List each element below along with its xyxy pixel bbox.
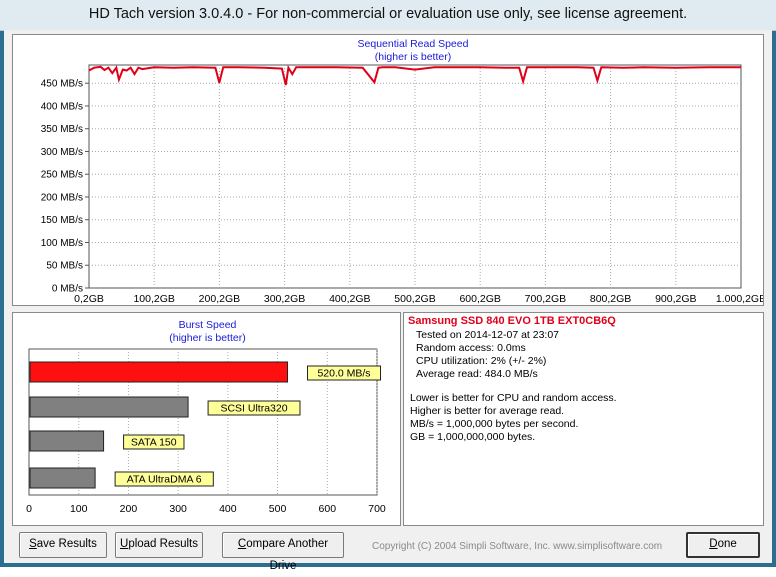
note-mbs-definition: MB/s = 1,000,000 bytes per second. — [410, 418, 579, 430]
seq-y-tick-label: 200 MB/s — [41, 192, 83, 203]
seq-x-tick-label: 100,2GB — [133, 293, 174, 305]
burst-bar — [29, 467, 96, 489]
sequential-read-chart: 0,2GB 100,2GB 200,2GB 300,2GB 400,2GB 500,2GB… — [41, 64, 763, 305]
average-read: Average read: 484.0 MB/s — [416, 368, 538, 380]
burst-bar-label: 520.0 MB/s — [317, 368, 370, 380]
seq-x-tick-label: 1.000,2GB — [716, 293, 763, 305]
seq-y-tick-label: 0 MB/s — [52, 284, 83, 295]
save-results-button[interactable]: Save Results — [19, 532, 107, 558]
compare-another-drive-button[interactable]: Compare Another Drive — [222, 532, 344, 572]
client-area: Sequential Read Speed (higher is better)… — [4, 30, 772, 572]
window-title: HD Tach version 3.0.4.0 - For non-commer… — [88, 6, 688, 22]
save-results-label: ave Results — [36, 538, 97, 550]
done-label: one — [717, 538, 737, 550]
done-hotkey: D — [709, 538, 718, 550]
seq-x-tick-label: 300,2GB — [264, 293, 305, 305]
seq-y-tick-label: 350 MB/s — [41, 124, 83, 135]
burst-bar — [29, 396, 189, 418]
burst-bar-label-box — [114, 471, 214, 487]
seq-x-tick-label: 200,2GB — [199, 293, 240, 305]
burst-speed-panel: Burst Speed (higher is better) 0 100 200 30… — [12, 312, 401, 526]
burst-speed-chart: 0 100 200 300 400 500 600 700 520.0 MB/s SCSI Ult… — [26, 348, 386, 515]
upload-results-button[interactable]: Upload Results — [115, 532, 203, 558]
tested-on: Tested on 2014-12-07 at 23:07 — [416, 329, 560, 341]
note-gb-definition: GB = 1,000,000,000 bytes. — [410, 431, 536, 443]
seq-y-tick-label: 400 MB/s — [41, 101, 83, 112]
sequential-chart-subtitle: (higher is better) — [374, 51, 452, 63]
compare-drive-hotkey: C — [237, 538, 247, 550]
burst-x-tick-label: 400 — [219, 503, 237, 515]
burst-chart-title-block: Burst Speed (higher is better) — [13, 319, 402, 345]
seq-y-tick-label: 450 MB/s — [41, 79, 83, 90]
burst-bar — [29, 430, 105, 452]
burst-chart-title: Burst Speed — [178, 319, 237, 331]
burst-x-tick-label: 100 — [70, 503, 88, 515]
burst-x-tick-label: 500 — [269, 503, 287, 515]
seq-y-tick-label: 250 MB/s — [41, 170, 83, 181]
burst-x-tick-label: 300 — [169, 503, 187, 515]
note-higher-better: Higher is better for average read. — [410, 405, 565, 417]
done-button[interactable]: Done — [686, 532, 760, 558]
sequential-read-panel: Sequential Read Speed (higher is better)… — [12, 34, 764, 306]
seq-x-tick-label: 0,2GB — [74, 293, 104, 305]
burst-x-tick-label: 700 — [368, 503, 386, 515]
copyright-text: Copyright (C) 2004 Simpli Software, Inc.… — [372, 541, 663, 552]
upload-results-hotkey: U — [120, 538, 129, 550]
seq-read-line — [88, 64, 741, 86]
cpu-utilization: CPU utilization: 2% (+/- 2%) — [416, 355, 547, 367]
burst-chart-subtitle: (higher is better) — [169, 332, 246, 344]
burst-bar-label-box — [207, 400, 301, 416]
seq-y-tick-label: 150 MB/s — [41, 215, 83, 226]
burst-x-tick-label: 600 — [319, 503, 337, 515]
burst-bar-label: SCSI Ultra320 — [220, 403, 287, 415]
note-lower-better: Lower is better for CPU and random acces… — [410, 392, 617, 404]
seq-y-tick-label: 50 MB/s — [46, 261, 83, 272]
burst-bar-label-box — [307, 365, 382, 381]
sequential-chart-title: Sequential Read Speed — [357, 38, 469, 50]
seq-x-tick-label: 800,2GB — [590, 293, 631, 305]
burst-x-tick-label: 200 — [120, 503, 138, 515]
random-access: Random access: 0.0ms — [416, 342, 526, 354]
seq-x-tick-label: 900,2GB — [655, 293, 696, 305]
burst-bar — [29, 361, 289, 383]
seq-x-tick-label: 500,2GB — [394, 293, 435, 305]
burst-x-tick-label: 0 — [26, 503, 32, 515]
seq-y-tick-label: 300 MB/s — [41, 147, 83, 158]
save-results-hotkey: S — [29, 538, 37, 550]
seq-x-tick-label: 600,2GB — [459, 293, 500, 305]
sequential-chart-title-block: Sequential Read Speed (higher is better) — [213, 38, 613, 64]
seq-y-tick-label: 100 MB/s — [41, 238, 83, 249]
seq-x-tick-label: 700,2GB — [525, 293, 566, 305]
upload-results-label: pload Results — [128, 538, 198, 550]
seq-x-tick-label: 400,2GB — [329, 293, 370, 305]
results-info-panel: Samsung SSD 840 EVO 1TB EXT0CB6Q Tested … — [403, 312, 764, 526]
title-bar[interactable]: HD Tach version 3.0.4.0 - For non-commer… — [0, 0, 776, 31]
burst-bar-label-box — [123, 434, 185, 450]
burst-bar-label: ATA UltraDMA 6 — [127, 474, 202, 486]
burst-bar-label: SATA 150 — [131, 437, 177, 449]
drive-name: Samsung SSD 840 EVO 1TB EXT0CB6Q — [408, 315, 616, 327]
